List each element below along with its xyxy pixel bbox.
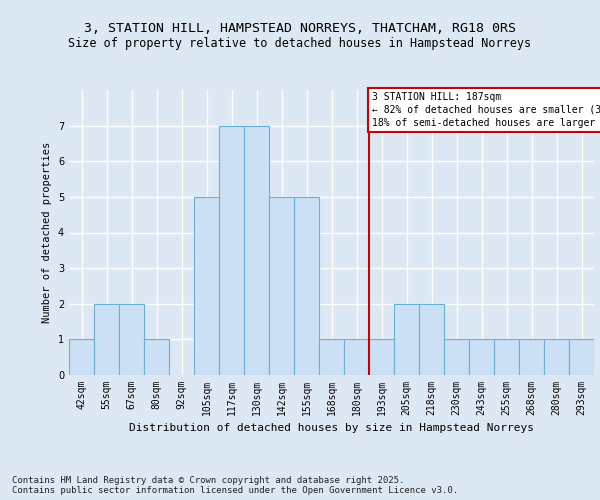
Text: Contains HM Land Registry data © Crown copyright and database right 2025.
Contai: Contains HM Land Registry data © Crown c… (12, 476, 458, 495)
Bar (69, 340, 94, 375)
Bar (294, 197, 319, 375)
Text: Size of property relative to detached houses in Hampstead Norreys: Size of property relative to detached ho… (68, 38, 532, 51)
Bar (519, 340, 544, 375)
Bar (419, 304, 444, 375)
Bar (444, 340, 469, 375)
Bar (219, 126, 244, 375)
Bar (269, 197, 294, 375)
Y-axis label: Number of detached properties: Number of detached properties (43, 142, 52, 323)
Text: 3, STATION HILL, HAMPSTEAD NORREYS, THATCHAM, RG18 0RS: 3, STATION HILL, HAMPSTEAD NORREYS, THAT… (84, 22, 516, 36)
Bar (569, 340, 594, 375)
Bar (369, 340, 394, 375)
Bar (319, 340, 344, 375)
Bar (194, 197, 219, 375)
Bar (344, 340, 369, 375)
Bar (494, 340, 519, 375)
Bar (144, 340, 169, 375)
Bar (119, 304, 144, 375)
Bar (469, 340, 494, 375)
Text: 3 STATION HILL: 187sqm
← 82% of detached houses are smaller (36)
18% of semi-det: 3 STATION HILL: 187sqm ← 82% of detached… (371, 92, 600, 128)
Bar (94, 304, 119, 375)
Bar (394, 304, 419, 375)
X-axis label: Distribution of detached houses by size in Hampstead Norreys: Distribution of detached houses by size … (129, 424, 534, 434)
Bar (544, 340, 569, 375)
Bar (244, 126, 269, 375)
